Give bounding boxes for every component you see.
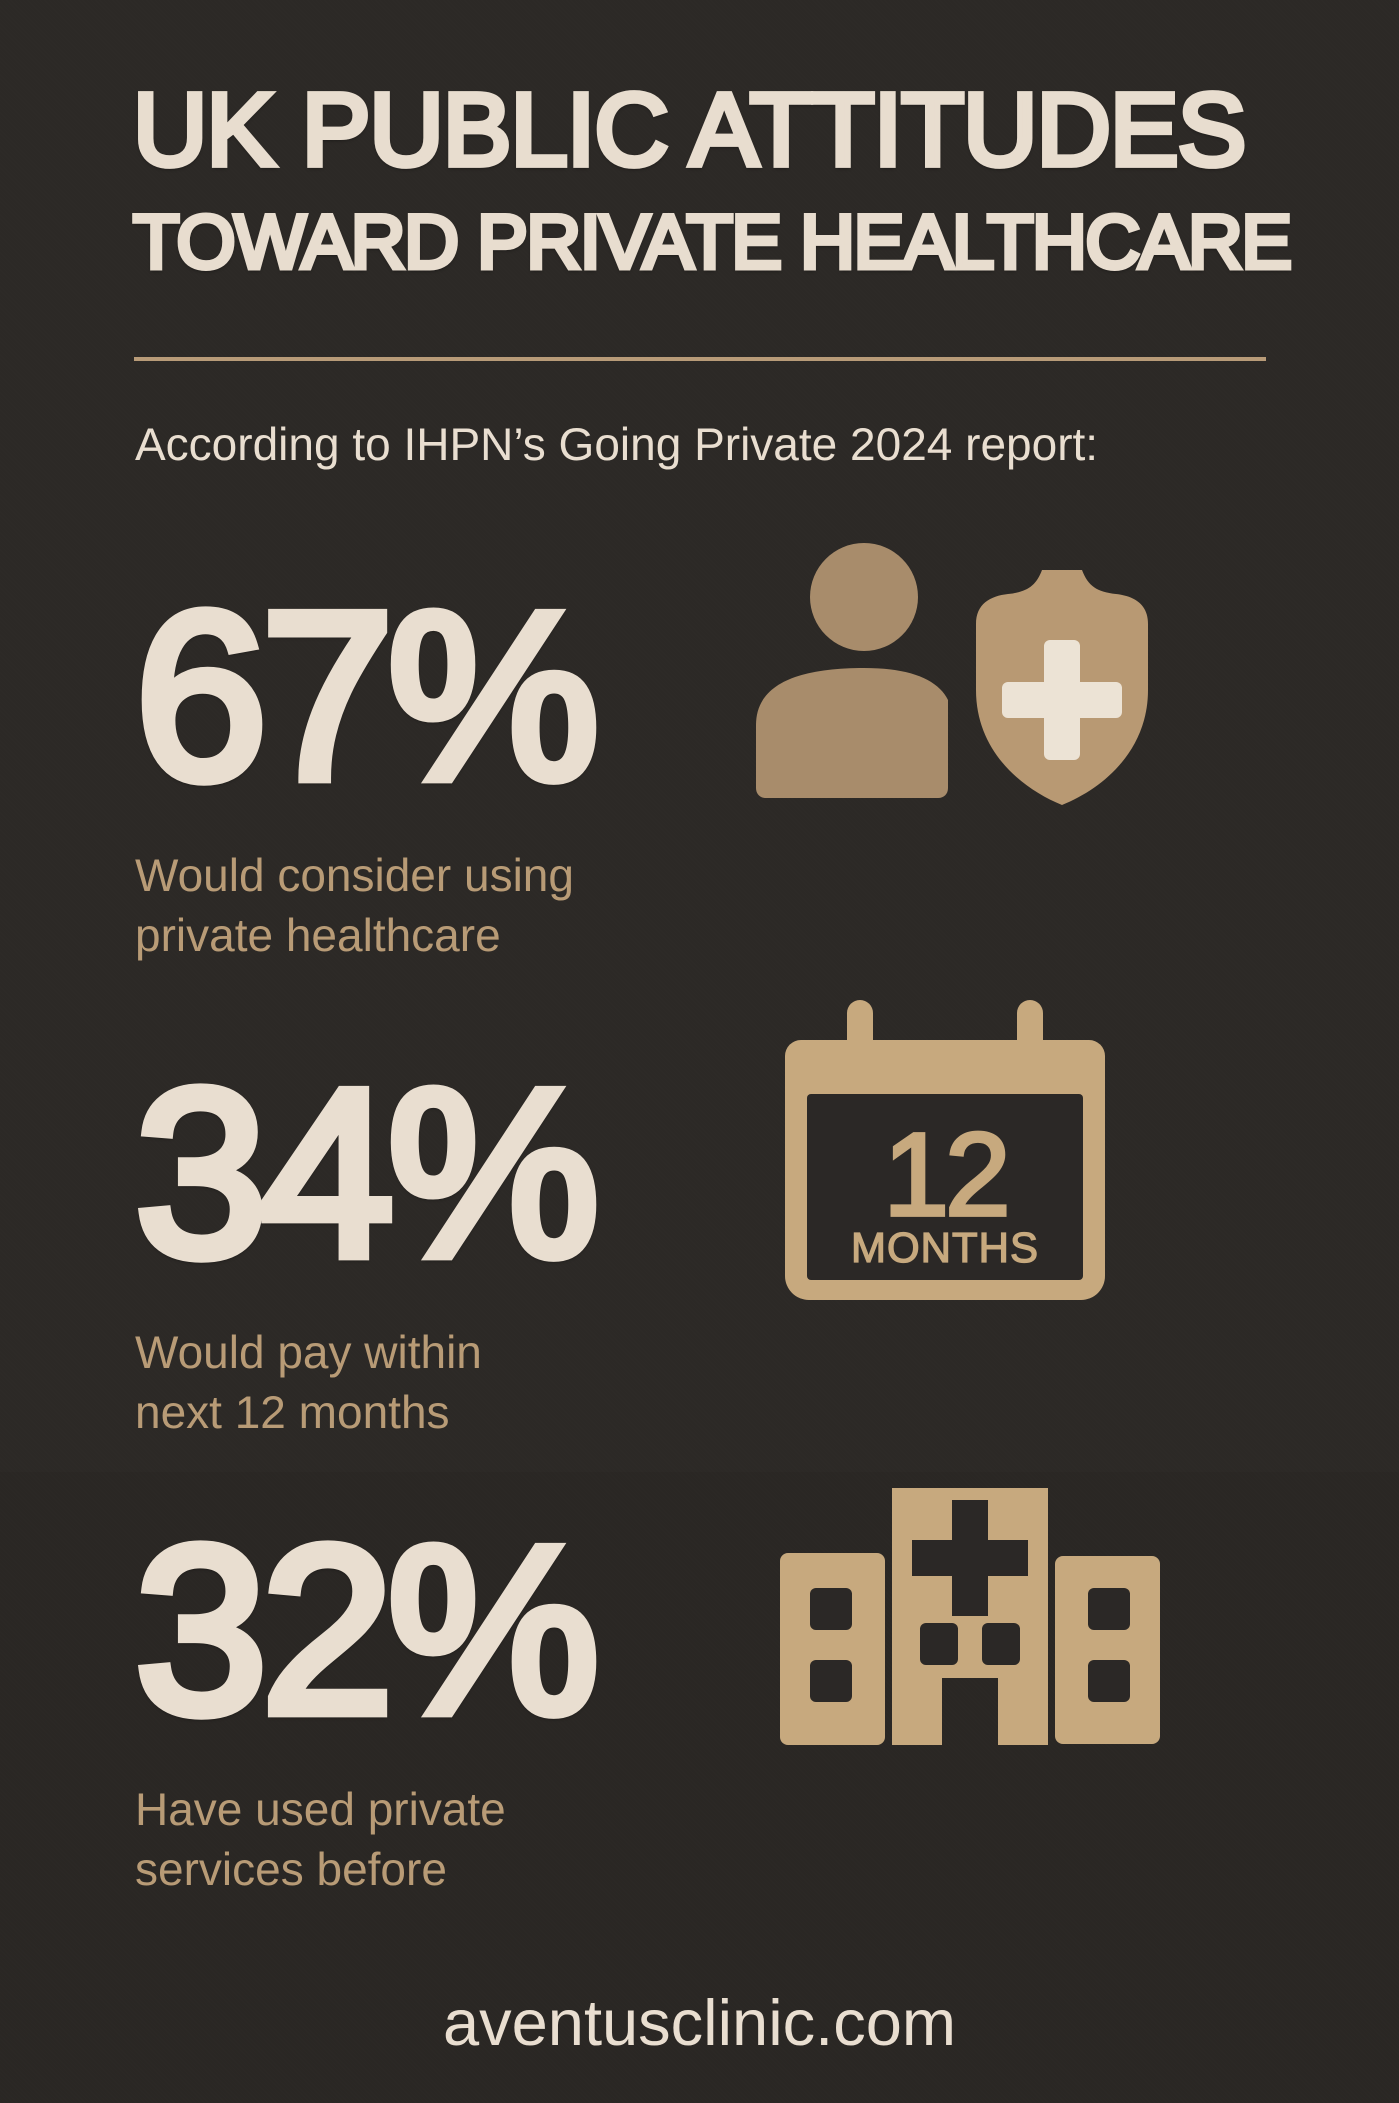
svg-text:12: 12 xyxy=(883,1109,1007,1241)
svg-text:MONTHS: MONTHS xyxy=(851,1224,1039,1271)
